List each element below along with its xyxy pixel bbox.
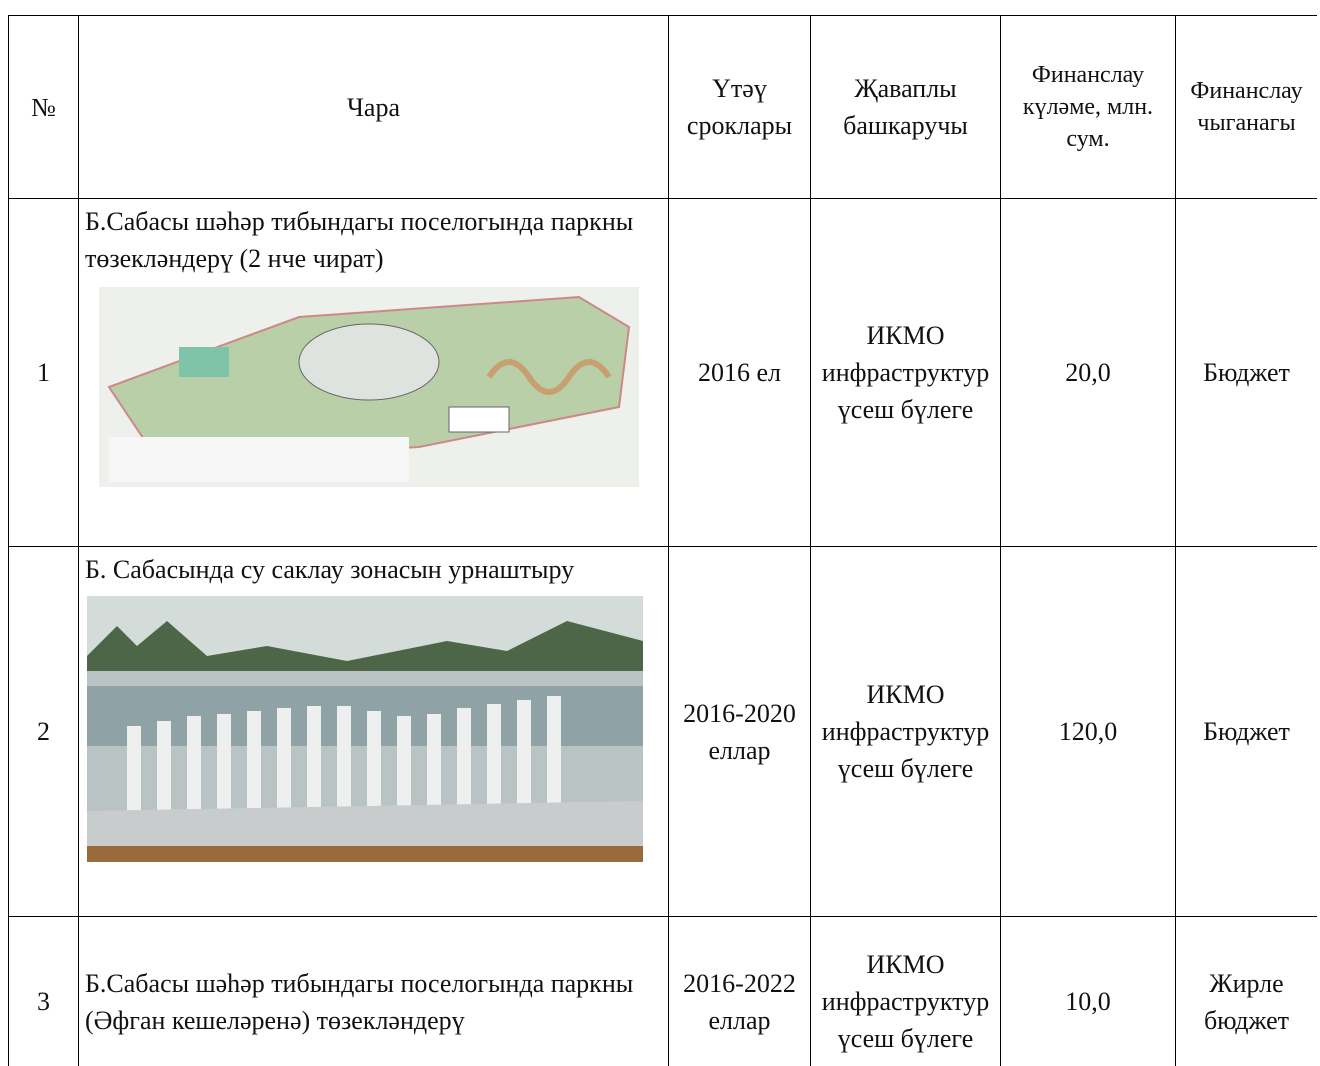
cell: Бюджет (1175, 198, 1317, 547)
cell: 3 (8, 916, 79, 1066)
header-cell: Чара (78, 15, 669, 199)
cell: ИКМО инфраструктур үсеш бүлеге (810, 198, 1001, 547)
row: 2 Б. Сабасында су саклау зонасын урнашты… (8, 546, 1317, 917)
row: 1 Б.Сабасы шәһәр тибындагы поселогында п… (8, 198, 1317, 547)
cell: Б.Сабасы шәһәр тибындагы поселогында пар… (78, 198, 669, 547)
cell: Жирле бюджет (1175, 916, 1317, 1066)
header-cell: Җаваплы башкаручы (810, 15, 1001, 199)
cell: 10,0 (1000, 916, 1176, 1066)
cell: Бюджет (1175, 546, 1317, 917)
header-cell: Финанслау күләме, млн. сум. (1000, 15, 1176, 199)
page: № Чара Үтәү сроклары Җаваплы башкаручы Ф… (8, 15, 1317, 1066)
row: 3 Б.Сабасы шәһәр тибындагы поселогында п… (8, 916, 1317, 1066)
cell: ИКМО инфраструктур үсеш бүлеге (810, 916, 1001, 1066)
header-row: № Чара Үтәү сроклары Җаваплы башкаручы Ф… (8, 15, 1317, 199)
cell: 2 (8, 546, 79, 917)
cell-text: Б. Сабасында су саклау зонасын урнаштыру (85, 555, 575, 584)
header-cell: Финанслау чыганагы (1175, 15, 1317, 199)
cell: 2016 ел (668, 198, 811, 547)
cell: ИКМО инфраструктур үсеш бүлеге (810, 546, 1001, 917)
waterfront-image (87, 596, 643, 862)
cell: 2016-2020 еллар (668, 546, 811, 917)
cell: 120,0 (1000, 546, 1176, 917)
plan-table: № Чара Үтәү сроклары Җаваплы башкаручы Ф… (8, 15, 1317, 1066)
header-cell: Үтәү сроклары (668, 15, 811, 199)
cell-text: Б.Сабасы шәһәр тибындагы поселогында пар… (85, 207, 634, 273)
cell: 2016-2022 еллар (668, 916, 811, 1066)
cell: 1 (8, 198, 79, 547)
cell: Б. Сабасында су саклау зонасын урнаштыру (78, 546, 669, 917)
park-plan-image (99, 287, 639, 487)
header-cell: № (8, 15, 79, 199)
cell: 20,0 (1000, 198, 1176, 547)
cell: Б.Сабасы шәһәр тибындагы поселогында пар… (78, 916, 669, 1066)
